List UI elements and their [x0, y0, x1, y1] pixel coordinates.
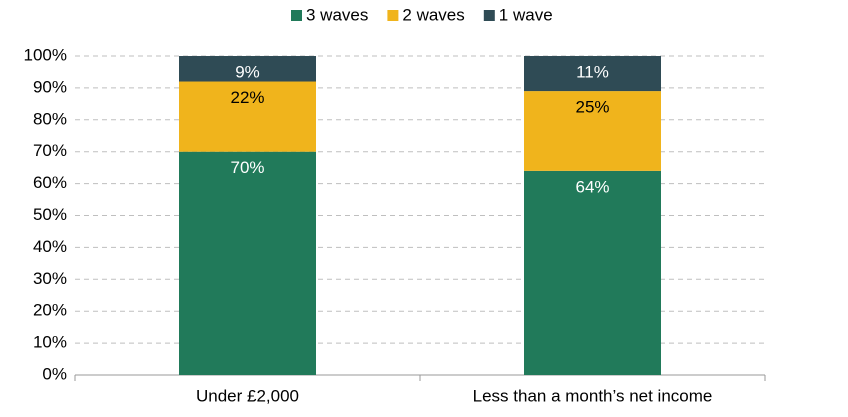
data-label: 25% — [575, 98, 609, 117]
x-tick-label: Less than a month’s net income — [473, 386, 713, 405]
y-tick-label: 30% — [33, 269, 67, 288]
bar-segment — [524, 170, 661, 375]
data-label: 11% — [576, 62, 609, 81]
legend-label: 1 wave — [499, 5, 553, 24]
y-tick-label: 10% — [33, 333, 67, 352]
legend-label: 2 waves — [402, 5, 464, 24]
y-tick-label: 70% — [33, 141, 67, 160]
y-tick-label: 20% — [33, 301, 67, 320]
legend-label: 3 waves — [306, 5, 368, 24]
data-label: 64% — [575, 177, 609, 196]
bar-segment — [179, 56, 316, 82]
y-tick-label: 80% — [33, 109, 67, 128]
y-tick-label: 100% — [24, 45, 67, 64]
y-tick-label: 90% — [33, 77, 67, 96]
data-label: 70% — [230, 158, 264, 177]
x-tick-label: Under £2,000 — [196, 386, 299, 405]
legend-swatch — [483, 10, 495, 21]
y-tick-label: 60% — [33, 173, 67, 192]
bar-segment — [179, 81, 316, 152]
y-tick-label: 50% — [33, 205, 67, 224]
y-tick-label: 0% — [42, 364, 67, 383]
bar-segment — [179, 151, 316, 375]
y-tick-label: 40% — [33, 237, 67, 256]
data-label: 9% — [235, 62, 260, 81]
bar-segment — [524, 56, 661, 92]
bar-segment — [524, 91, 661, 171]
legend-swatch — [387, 10, 399, 21]
legend-swatch — [291, 10, 302, 21]
data-label: 22% — [230, 88, 264, 107]
